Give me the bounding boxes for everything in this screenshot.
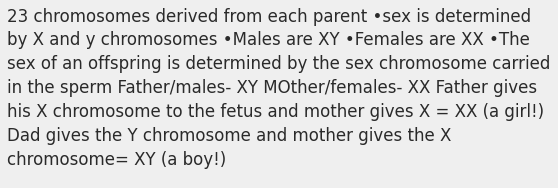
Text: 23 chromosomes derived from each parent •sex is determined
by X and y chromosome: 23 chromosomes derived from each parent … (7, 8, 551, 169)
